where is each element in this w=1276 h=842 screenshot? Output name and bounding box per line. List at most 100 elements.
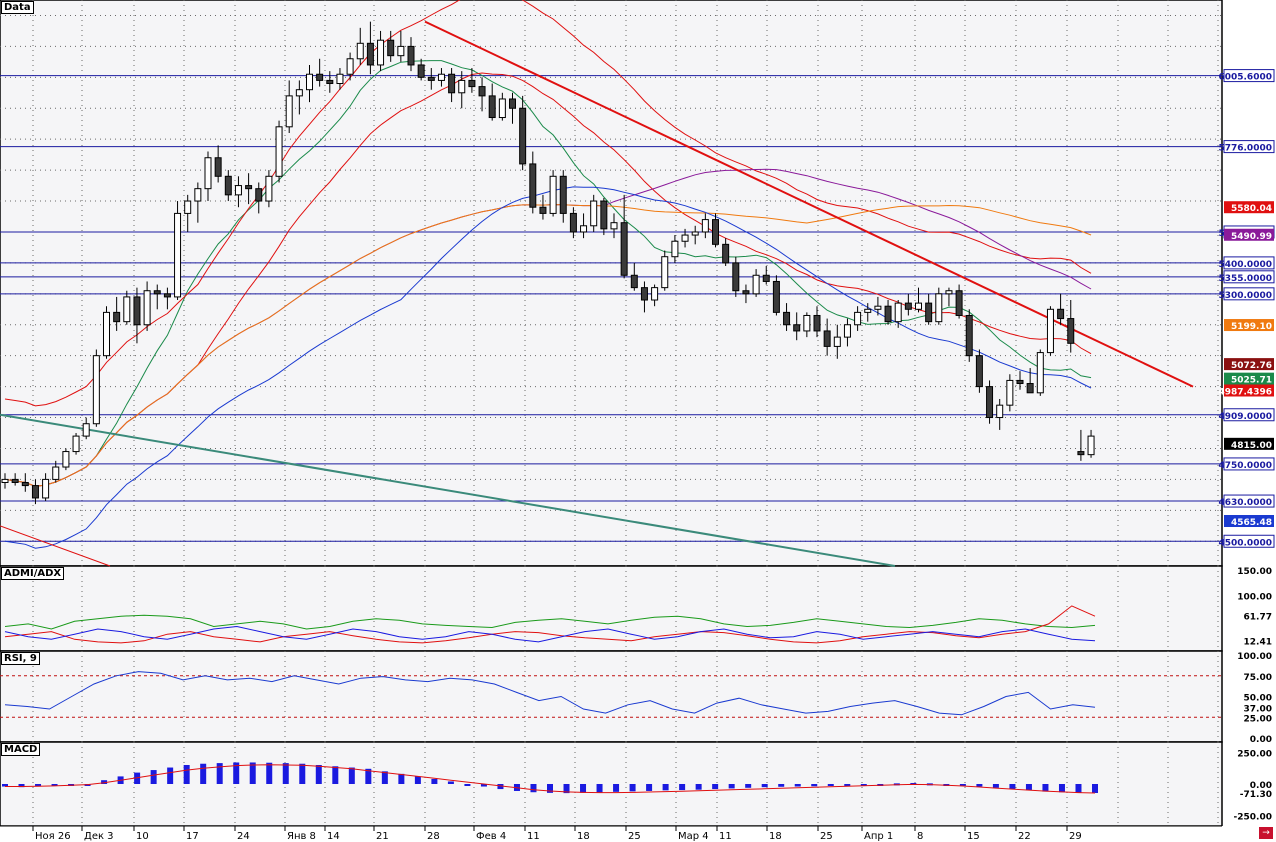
adx-pane	[4, 605, 1096, 644]
sma-orange-line	[4, 204, 1092, 487]
pane-rsi-frame	[0, 650, 1223, 743]
candle-body	[153, 290, 161, 295]
price-level-tag	[1223, 140, 1275, 154]
time-tick-label: 22	[1018, 831, 1031, 842]
candle-body	[113, 311, 121, 323]
axes: 6005.60005776.00005500.00005400.00005355…	[32, 69, 1275, 842]
macd-hist-bar	[662, 784, 669, 791]
candle-body	[640, 287, 648, 301]
macd-hist-bar	[860, 784, 867, 786]
candle-body	[21, 481, 29, 487]
time-tick-label: 24	[237, 831, 250, 842]
macd-hist-bar	[101, 780, 108, 784]
macd-hist-bar	[580, 784, 587, 793]
macd-hist-bar	[414, 776, 421, 784]
price-level-label: 6005.6000	[1218, 73, 1272, 83]
rsi-tick-label: 37.00	[1244, 704, 1272, 714]
time-axis-band	[0, 826, 1276, 842]
value-badge-label: 4565.48	[1231, 518, 1272, 528]
candle-body	[488, 95, 496, 119]
price-level-tag	[1223, 69, 1275, 83]
macd-pane-title: MACD	[1, 743, 41, 756]
rsi-tick-label: 100.00	[1237, 652, 1272, 662]
value-badge-label: 4987.4396	[1218, 387, 1272, 397]
macd-hist-bar	[794, 784, 801, 787]
candle-body	[894, 302, 902, 323]
price-level-label: 4750.0000	[1218, 461, 1272, 471]
candle-body	[874, 305, 882, 310]
candle-body	[397, 45, 405, 57]
adx-series-0	[4, 614, 1096, 630]
macd-hist-bar	[150, 770, 157, 784]
value-badge-label: 5072.76	[1231, 361, 1272, 371]
value-badge	[1224, 515, 1274, 528]
macd-hist-bar	[249, 762, 256, 784]
time-tick-label: 11	[719, 831, 732, 842]
expand-icon[interactable]: →	[1259, 827, 1273, 839]
candle-body	[813, 314, 821, 332]
sma-blue-line	[4, 186, 1092, 549]
candle-body	[833, 336, 841, 347]
macd-hist-bar	[51, 784, 58, 786]
candle-body	[569, 212, 577, 233]
candle-body	[935, 293, 943, 323]
price-level-label: 5400.0000	[1218, 260, 1272, 270]
candle-body	[417, 64, 425, 78]
price-level-label: 4500.0000	[1218, 538, 1272, 548]
candle-body	[986, 386, 994, 419]
time-tick-label: Мар 4	[678, 831, 709, 842]
rsi-tick-label: 25.00	[1244, 714, 1272, 724]
time-tick-label: 25	[820, 831, 833, 842]
macd-hist-bar	[266, 762, 273, 784]
time-tick-label: 17	[186, 831, 199, 842]
candle-body	[1, 478, 9, 483]
macd-hist-bar	[381, 771, 388, 784]
macd-pane	[2, 762, 1098, 794]
macd-hist-bar	[1075, 784, 1082, 793]
long-trendline	[0, 413, 896, 567]
macd-hist-bar	[18, 784, 25, 788]
candle-body	[793, 324, 801, 332]
time-tick-label: Апр 1	[864, 831, 893, 842]
value-badge	[1224, 319, 1274, 332]
candle-body	[712, 219, 719, 245]
pane-adx-frame	[0, 565, 1223, 652]
macd-hist-bar	[134, 772, 141, 784]
candle-body	[62, 451, 70, 468]
macd-hist-bar	[398, 773, 405, 784]
macd-hist-bar	[1009, 784, 1016, 790]
macd-hist-bar	[827, 784, 834, 786]
candle-body	[955, 290, 963, 316]
candle-body	[306, 73, 313, 91]
candle-body	[437, 73, 445, 81]
macd-hist-bar	[480, 784, 487, 787]
time-tick-label: 15	[967, 831, 980, 842]
value-badge-label: 4815.00	[1231, 441, 1272, 451]
macd-hist-bar	[959, 784, 966, 786]
candle-body	[143, 290, 151, 326]
macd-hist-bar	[200, 763, 207, 784]
candle-body	[448, 73, 456, 94]
candle-body	[651, 287, 659, 301]
lower-red-trendline	[0, 525, 111, 567]
candle-body	[458, 79, 466, 94]
price-level-tag	[1223, 408, 1275, 422]
macd-tick-label: 250.00	[1237, 749, 1272, 759]
value-badge	[1224, 228, 1274, 241]
time-tick-label: 18	[577, 831, 590, 842]
macd-hist-bar	[315, 765, 322, 784]
value-badge	[1224, 384, 1274, 397]
macd-hist-bar	[447, 781, 454, 784]
candle-body	[681, 234, 689, 242]
candle-body	[245, 185, 253, 190]
candle-body	[915, 302, 922, 310]
time-tick-label: 29	[1069, 831, 1082, 842]
candle-body	[255, 188, 263, 202]
candle-body	[82, 423, 90, 437]
time-tick-label: 21	[376, 831, 389, 842]
candle-body	[133, 296, 141, 326]
candle-body	[11, 478, 19, 483]
candle-body	[72, 435, 80, 453]
pane-macd-frame	[0, 741, 1223, 827]
